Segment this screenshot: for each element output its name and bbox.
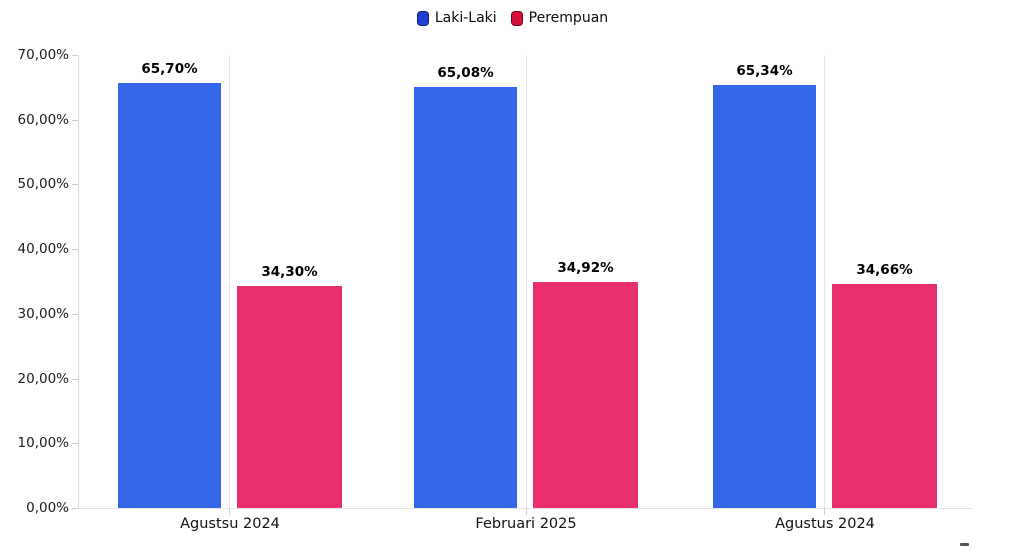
bar-group-agustsu-2024: 65,70% 34,30% Agustsu 2024 — [118, 55, 342, 532]
legend-swatch-perempuan-icon — [510, 10, 523, 26]
y-tick-label: 60,00% — [17, 111, 79, 128]
bar-perempuan: 34,92% — [533, 260, 638, 508]
plot-area: 65,70% 34,30% Agustsu 2024 65,08% 34,92%… — [78, 55, 972, 532]
x-category-label: Februari 2025 — [475, 516, 577, 532]
category-gridline — [526, 55, 527, 515]
bar-group-agustus-2024: 65,34% 34,66% Agustus 2024 — [713, 55, 937, 532]
y-tick-label: 20,00% — [17, 370, 79, 387]
legend-swatch-laki-laki-icon — [416, 10, 429, 26]
x-category-label: Agustsu 2024 — [180, 516, 280, 532]
y-tick-label: 0,00% — [26, 500, 78, 516]
chart-legend: Laki-Laki Perempuan — [0, 10, 1025, 26]
y-tick-label: 40,00% — [17, 241, 79, 258]
x-category-label: Agustus 2024 — [775, 516, 875, 532]
category-gridline — [229, 55, 230, 515]
bar-value-label: 65,08% — [437, 64, 494, 81]
bar-laki-laki: 65,08% — [414, 65, 517, 508]
bar-perempuan: 34,30% — [237, 264, 342, 508]
y-axis: 70,00% 60,00% 50,00% 40,00% 30,00% 20,00… — [0, 47, 79, 516]
legend-item-perempuan: Perempuan — [510, 10, 609, 26]
y-tick-label: 10,00% — [17, 435, 79, 452]
y-tick-label: 70,00% — [17, 47, 79, 63]
legend-label-laki-laki: Laki-Laki — [434, 10, 497, 26]
legend-item-laki-laki: Laki-Laki — [416, 10, 497, 26]
bar-value-label: 34,30% — [261, 264, 318, 281]
bar-group-februari-2025: 65,08% 34,92% Februari 2025 — [414, 55, 638, 532]
category-gridline — [824, 55, 825, 515]
bar-value-label: 65,34% — [736, 63, 793, 80]
bar-laki-laki: 65,70% — [118, 61, 221, 508]
bar-value-label: 65,70% — [141, 60, 198, 77]
bar-laki-laki: 65,34% — [713, 63, 816, 508]
legend-label-perempuan: Perempuan — [528, 10, 609, 26]
y-tick-label: 30,00% — [17, 305, 79, 322]
bar-perempuan: 34,66% — [832, 262, 937, 508]
y-tick-label: 50,00% — [17, 176, 79, 193]
bar-value-label: 34,66% — [856, 261, 913, 278]
stray-mark — [960, 543, 969, 546]
bar-value-label: 34,92% — [557, 260, 614, 277]
